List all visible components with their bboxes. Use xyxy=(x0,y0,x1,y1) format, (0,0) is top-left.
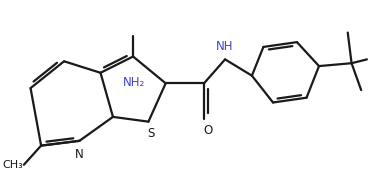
Text: S: S xyxy=(148,127,155,141)
Text: NH: NH xyxy=(215,40,233,53)
Text: CH₃: CH₃ xyxy=(2,160,23,170)
Text: O: O xyxy=(203,124,213,136)
Text: N: N xyxy=(75,148,84,161)
Text: NH₂: NH₂ xyxy=(123,76,145,89)
